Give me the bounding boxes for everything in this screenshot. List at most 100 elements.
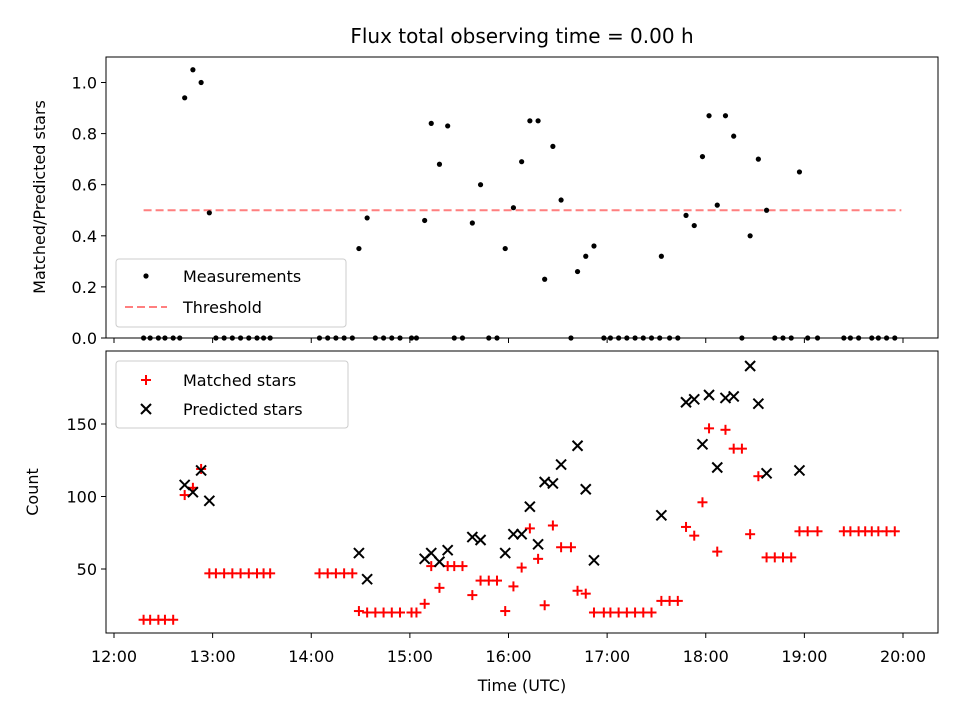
top-y-tick-label: 0.8	[72, 125, 97, 144]
matched-stars-point	[572, 585, 583, 596]
predicted-stars-point	[187, 486, 199, 498]
matched-stars-point	[168, 614, 179, 625]
measurement-point	[469, 220, 475, 226]
bottom-plot-axes: 50 100 150 12:00 13:00 14:00 15:00 16:00 17:00 18…	[66, 415, 926, 666]
predicted-stars-point	[195, 464, 207, 477]
legend-measurements-marker	[143, 273, 149, 279]
predicted-stars-point	[588, 554, 600, 567]
measurement-point	[422, 217, 428, 224]
matched-stars-point	[720, 424, 731, 435]
predicted-stars-point	[547, 477, 559, 490]
predicted-stars-point	[474, 534, 487, 546]
predicted-stars-point	[203, 495, 216, 507]
matched-stars-point	[588, 607, 599, 618]
matched-stars-point	[565, 542, 576, 553]
bottom-plot-frame	[105, 350, 939, 634]
matched-stars-point	[347, 568, 358, 579]
matched-stars-point	[539, 600, 550, 611]
legend-predicted-marker	[140, 403, 152, 415]
predicted-stars-point	[515, 528, 528, 540]
measurement-point	[731, 133, 737, 139]
legend-threshold-label: Threshold	[182, 298, 262, 317]
measurement-point	[206, 210, 212, 216]
measurement-point	[796, 169, 803, 175]
x-axis-label: Time (UTC)	[477, 676, 566, 695]
predicted-stars-point	[655, 509, 668, 522]
matched-stars-point	[508, 581, 519, 592]
predicted-stars-point	[744, 360, 756, 372]
x-tick-label: 18:00	[683, 647, 729, 666]
measurement-point	[583, 253, 589, 259]
measurement-point	[542, 276, 548, 282]
measurement-point	[550, 143, 556, 149]
matched-stars-point	[697, 497, 708, 508]
predicted-stars-point	[532, 538, 544, 551]
bottom-y-tick-label: 100	[66, 488, 97, 507]
measurement-point	[706, 113, 712, 119]
matched-stars-point	[265, 568, 276, 579]
matched-stars-point	[516, 562, 527, 573]
legend-measurements-label: Measurements	[183, 267, 301, 286]
matched-stars-point	[681, 521, 692, 532]
bottom-y-axis-label: Count	[23, 468, 42, 516]
measurement-point	[691, 222, 697, 229]
measurement-point	[591, 243, 597, 249]
matched-stars-point	[524, 523, 535, 534]
x-tick-label: 20:00	[880, 647, 926, 666]
predicted-stars-point	[760, 467, 773, 480]
matched-stars-point	[704, 423, 715, 434]
measurement-point	[535, 118, 541, 124]
top-y-tick-label: 0.0	[72, 329, 97, 348]
matched-stars-point	[179, 490, 190, 501]
measurement-point	[198, 79, 204, 86]
measurement-point	[658, 253, 664, 259]
x-tick-label: 13:00	[190, 647, 236, 666]
matched-stars-point	[812, 526, 823, 537]
top-chart-title: Flux total observing time = 0.00 h	[350, 24, 693, 48]
top-y-tick-label: 1.0	[72, 74, 97, 93]
measurement-point	[699, 153, 706, 160]
matched-stars-point	[547, 520, 558, 531]
predicted-stars-point	[580, 483, 592, 495]
matched-stars-point	[457, 561, 468, 572]
matched-stars-point	[419, 598, 430, 609]
predicted-stars-point	[688, 393, 700, 406]
matched-stars-point	[533, 553, 544, 564]
predicted-stars-point	[571, 440, 584, 452]
measurement-point	[747, 233, 753, 239]
matched-stars-point	[689, 530, 700, 541]
measurement-point	[190, 67, 196, 73]
bottom-y-tick-label: 150	[66, 415, 97, 434]
matched-stars-point	[712, 546, 723, 557]
matched-stars-point	[491, 575, 502, 586]
top-plot-axes: 0.0 0.2 0.4 0.6 0.8 1.0	[72, 74, 904, 348]
matched-stars-point	[580, 588, 591, 599]
matched-stars-point	[753, 471, 764, 482]
measurement-point	[182, 95, 188, 101]
measurement-point	[428, 120, 434, 126]
predicted-stars-point	[441, 544, 454, 556]
matched-stars-point	[556, 542, 567, 553]
predicted-stars-point	[711, 461, 723, 474]
measurement-point	[574, 268, 581, 275]
matched-stars-point	[411, 607, 422, 618]
matched-stars-point	[500, 606, 511, 617]
predicted-stars-point	[466, 531, 479, 543]
predicted-stars-point	[353, 547, 365, 559]
matched-stars-point	[889, 526, 900, 537]
predicted-stars-point	[727, 390, 740, 403]
measurement-point	[445, 123, 451, 129]
matched-stars-point	[646, 607, 657, 618]
matched-stars-point	[672, 595, 683, 606]
measurement-point	[477, 182, 484, 188]
x-tick-label: 17:00	[584, 647, 630, 666]
measurement-point	[755, 156, 761, 162]
measurement-point	[436, 161, 443, 167]
matched-stars-point	[802, 526, 813, 537]
matched-stars-point	[395, 607, 406, 618]
measurement-point	[714, 202, 720, 208]
x-tick-label: 12:00	[91, 647, 137, 666]
matched-stars-point	[196, 463, 207, 474]
